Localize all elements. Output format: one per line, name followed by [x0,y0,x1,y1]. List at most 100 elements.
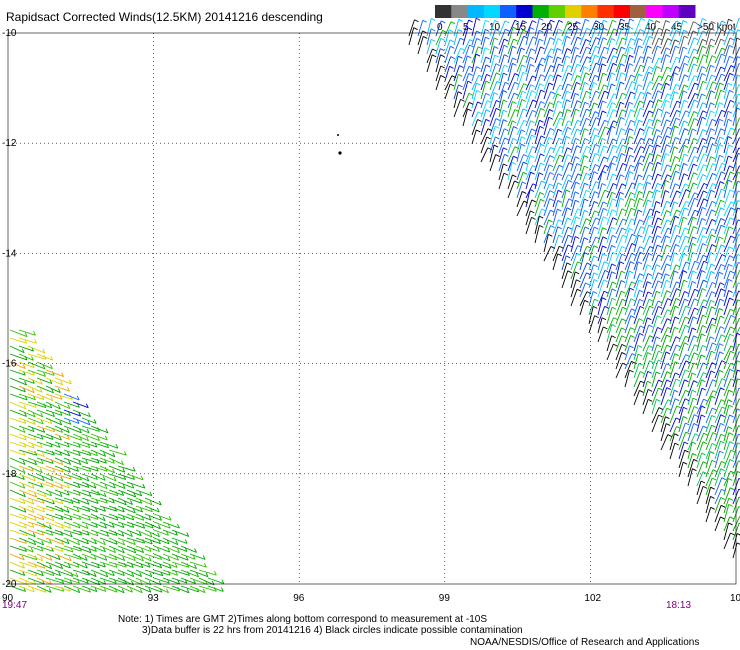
wind-barb [534,225,540,244]
wind-barb-flag [720,181,725,184]
wind-barb-flag [141,556,144,562]
wind-barb [570,145,578,163]
wind-barb [9,513,27,520]
wind-barb-flag [40,419,44,425]
wind-barb-flag [703,299,708,303]
wind-barb-flag [666,144,671,148]
wind-barb [687,344,696,361]
wind-barb [54,465,71,473]
wind-barb [723,369,731,388]
wind-barb [714,110,723,127]
wind-barb [135,513,152,521]
wind-barb [669,398,676,415]
wind-barb-flag [103,587,107,592]
wind-barb-flag [485,80,491,84]
wind-barb [714,38,722,55]
wind-barb-flag [666,135,671,139]
wind-barb [435,20,442,37]
wind-barb [9,329,28,338]
wind-barb [588,217,597,235]
wind-barb-flag [595,236,601,240]
wind-barb-flag [514,19,520,23]
wind-barb [678,422,686,442]
wind-barb [45,529,63,536]
wind-barb-flag [595,45,600,49]
wind-barb-flag [603,290,609,294]
wind-barb [732,200,739,217]
wind-barb [99,585,118,593]
wind-barb [36,457,54,464]
wind-barb [597,253,604,271]
wind-barb [126,473,144,481]
wind-barb-flag [692,453,697,456]
wind-barb-flag [549,183,554,187]
wind-barb-flag [559,84,565,88]
wind-barb [642,291,649,307]
wind-barb-flag [88,451,92,456]
wind-barb-flag [574,271,580,275]
wind-barb [714,188,722,208]
wind-barb-flag [728,404,734,408]
wind-barb [9,441,27,448]
wind-barb-flag [703,260,708,264]
wind-barb-flag [729,516,734,520]
wind-barb-flag [656,129,661,132]
wind-barb-flag [33,435,37,441]
wind-barb-flag [719,298,725,302]
wind-barb [714,406,723,424]
wind-barb-flag [85,403,89,408]
wind-barb-flag [621,343,626,347]
wind-barb [27,385,43,393]
wind-barb-flag [440,37,445,41]
wind-barb [27,505,45,513]
wind-barb [498,163,504,181]
wind-barb-flag [694,260,700,264]
wind-barb [561,162,570,181]
wind-barb-flag [430,28,436,32]
wind-barb [63,481,80,488]
wind-barb-flag [523,161,528,165]
wind-barb [579,66,585,82]
wind-barb [561,90,568,109]
wind-barb-flag [692,397,698,401]
wind-barb [63,561,80,568]
wind-barb [54,553,72,562]
wind-barb-flag [701,405,706,409]
wind-barb [651,20,657,37]
wind-barb-flag [674,156,680,159]
wind-barb [81,449,98,457]
wind-barb-flag [683,216,688,220]
wind-barb-flag [593,264,598,268]
wind-barb [9,553,25,561]
wind-barb-flag [603,19,608,23]
wind-barb [687,380,695,397]
wind-barb [117,513,135,521]
wind-barb-flag [34,460,38,465]
wind-barb [606,227,612,244]
wind-barb [660,111,667,127]
wind-barb [732,282,739,298]
wind-barb [660,174,668,190]
wind-barb-flag [68,563,71,569]
wind-barb-flag [619,191,625,195]
wind-barb [669,66,677,82]
wind-barb [588,201,595,217]
wind-barb [714,450,721,469]
wind-barb [597,216,604,235]
wind-barb [633,252,641,271]
wind-barb-flag [665,179,670,183]
wind-barb [696,183,705,199]
wind-barb-flag [621,246,627,249]
lon-tick-label: 102 [584,593,601,604]
wind-barb [117,545,137,554]
wind-barb-flag [730,532,735,536]
wind-barb-flag [530,120,535,124]
wind-barb-flag [494,19,499,23]
wind-barb [606,125,612,145]
wind-barb-flag [647,317,652,321]
wind-barb-flag [176,555,179,561]
wind-barb-flag [676,288,681,292]
wind-barb-flag [532,165,537,168]
wind-barb-flag [711,281,717,285]
wind-barb-flag [692,30,698,34]
